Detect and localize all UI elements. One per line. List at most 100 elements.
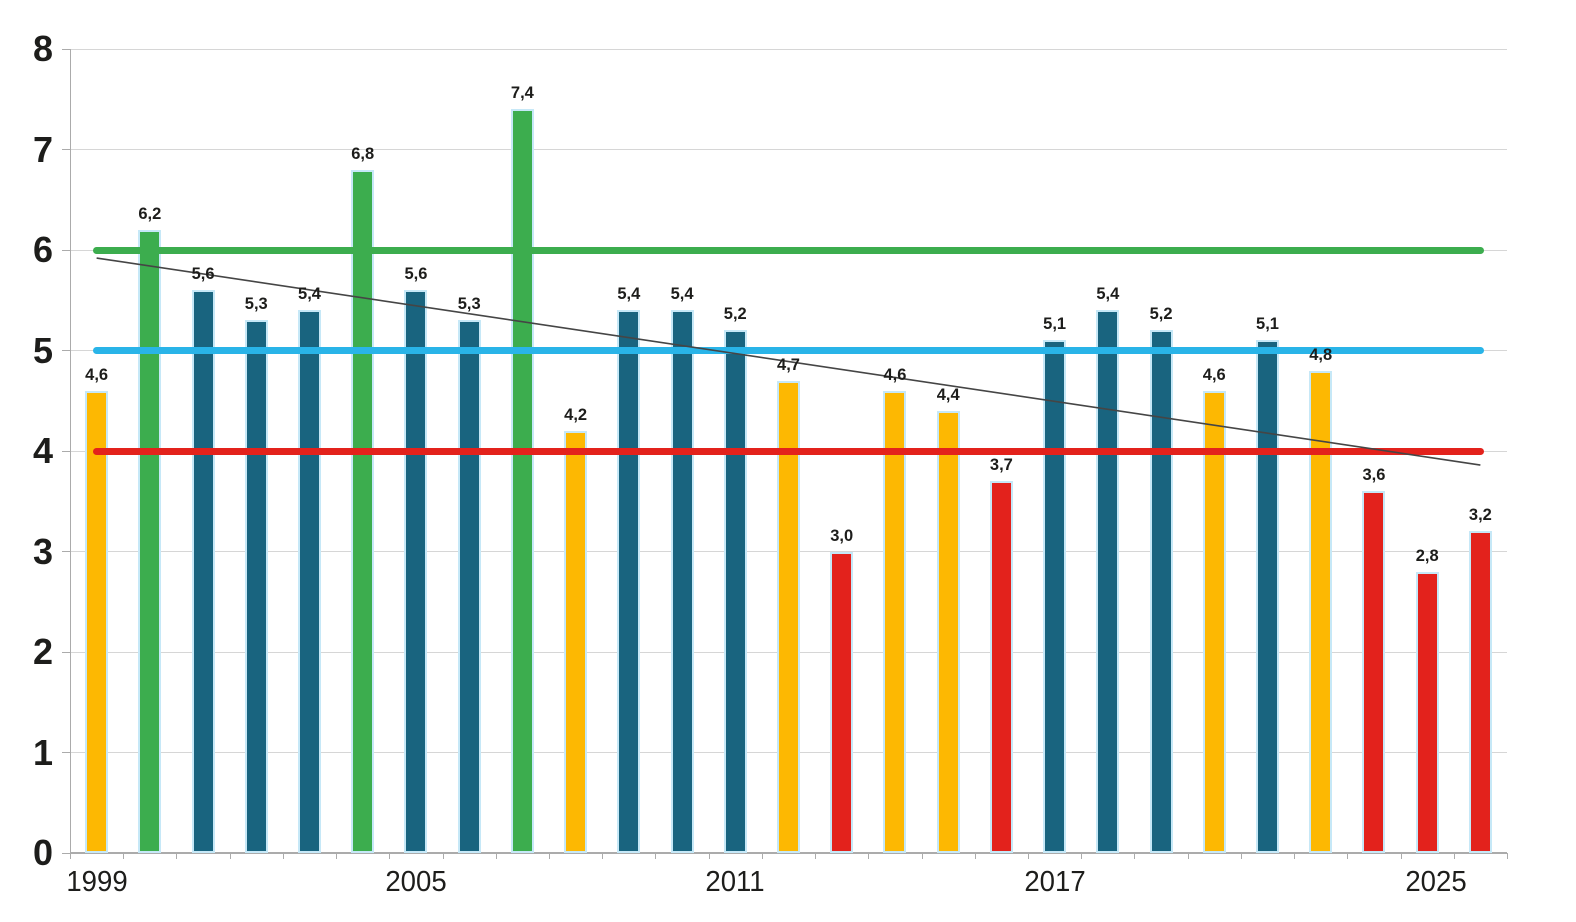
bar (510, 109, 534, 853)
bar-value-label: 7,4 (510, 84, 534, 103)
x-tick (1453, 853, 1455, 859)
x-tick (602, 853, 604, 859)
y-axis-label: 5 (32, 329, 53, 371)
x-tick (282, 853, 284, 859)
bar-value-label: 3,2 (1468, 506, 1492, 525)
bar-value-label: 5,3 (244, 295, 268, 314)
bar-value-label: 5,6 (191, 265, 215, 284)
x-tick (1134, 853, 1136, 859)
y-axis-label: 1 (32, 731, 53, 773)
y-tick (62, 149, 70, 150)
bar (1468, 531, 1492, 853)
x-axis-label: 2025 (1405, 866, 1468, 898)
y-tick (62, 752, 70, 753)
x-axis-line (70, 852, 1507, 854)
bar-value-label: 5,4 (670, 285, 694, 304)
bar (404, 290, 428, 853)
y-axis-label: 0 (32, 832, 53, 873)
x-tick (1028, 853, 1029, 859)
y-tick (62, 852, 70, 854)
x-tick (495, 853, 497, 859)
x-tick (974, 853, 976, 859)
bar-value-label: 4,2 (564, 405, 588, 424)
bar (1043, 340, 1067, 853)
bar (85, 390, 109, 853)
bar (1362, 491, 1386, 853)
bar-value-label: 6,8 (351, 144, 375, 163)
bar (989, 481, 1013, 853)
bar-value-label: 5,4 (1096, 285, 1120, 304)
bar (138, 229, 162, 853)
y-axis-label: 7 (32, 128, 53, 170)
x-tick (1240, 853, 1242, 859)
bar-value-label: 5,2 (723, 305, 747, 324)
bar-value-label: 6,2 (138, 204, 162, 223)
y-tick (62, 48, 70, 50)
x-tick (1294, 853, 1296, 859)
x-tick (70, 853, 71, 859)
y-tick (62, 249, 70, 251)
bar (936, 410, 960, 853)
bar-value-label: 4,6 (85, 365, 109, 384)
y-axis-label: 6 (32, 229, 53, 270)
bar-value-label: 4,6 (883, 365, 907, 384)
y-axis-label: 8 (32, 28, 53, 69)
y-tick (62, 651, 70, 653)
reference-line-light_blue (93, 347, 1484, 354)
bar-value-label: 5,6 (404, 265, 428, 284)
bar-value-label: 5,4 (617, 285, 641, 304)
x-axis-label: 2017 (1023, 866, 1086, 898)
x-tick (1400, 853, 1402, 859)
y-axis-label: 4 (32, 430, 53, 471)
x-tick (176, 853, 178, 859)
bar-value-label: 3,7 (989, 456, 1013, 475)
x-tick (655, 853, 657, 859)
bar-value-label: 4,7 (777, 355, 800, 374)
reference-line-red (93, 447, 1484, 455)
bar (457, 320, 481, 853)
bar (830, 551, 854, 853)
x-tick (815, 853, 817, 859)
bar-value-label: 5,1 (1043, 315, 1067, 334)
bar (564, 430, 588, 853)
x-tick (549, 853, 550, 859)
y-tick (62, 450, 70, 452)
bar-value-label: 5,2 (1149, 305, 1173, 324)
bar-value-label: 2,8 (1415, 546, 1439, 565)
x-tick (336, 853, 338, 859)
y-axis-line (70, 49, 71, 853)
y-tick (62, 350, 70, 351)
bar-value-label: 5,4 (298, 285, 321, 304)
bar-value-label: 5,1 (1256, 315, 1279, 334)
gridline (70, 149, 1507, 150)
bar (1415, 571, 1439, 853)
reference-line-green (93, 246, 1484, 254)
y-axis-label: 2 (32, 631, 53, 672)
bar (1309, 370, 1333, 853)
x-tick (921, 853, 923, 859)
x-tick (229, 853, 231, 859)
bar (670, 310, 694, 853)
bar-value-label: 4,4 (936, 385, 960, 404)
bar (883, 390, 907, 853)
bar (244, 320, 268, 853)
bar-value-label: 4,8 (1309, 345, 1333, 364)
x-tick (868, 853, 870, 859)
x-axis-label: 2011 (705, 866, 765, 898)
x-tick (708, 853, 710, 859)
bar-value-label: 3,6 (1362, 466, 1386, 485)
bar (1202, 390, 1226, 853)
bar (1256, 340, 1279, 853)
bar (1096, 310, 1120, 853)
bar (298, 310, 321, 853)
x-tick (389, 853, 391, 859)
x-axis-label: 2005 (385, 866, 447, 898)
bar (191, 290, 215, 853)
bar-value-label: 5,3 (457, 295, 481, 314)
x-tick (761, 853, 763, 859)
x-tick (442, 853, 444, 859)
x-tick (1507, 853, 1508, 859)
x-tick (123, 853, 125, 859)
x-tick (1347, 853, 1349, 859)
